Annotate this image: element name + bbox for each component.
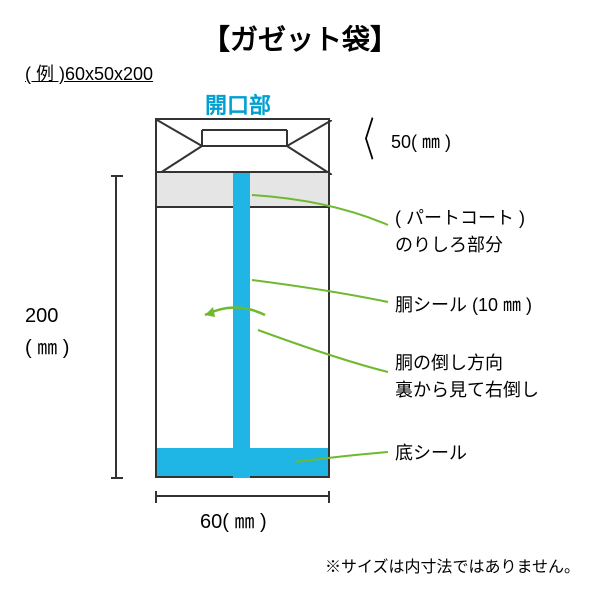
dim-height-line bbox=[115, 175, 117, 479]
callout-bottom-seal: 底シール bbox=[395, 440, 467, 467]
callout-line: ( パートコート ) bbox=[395, 205, 525, 232]
dim-height-unit: ( ㎜ ) bbox=[25, 332, 69, 364]
dim-width-line bbox=[155, 495, 330, 497]
dim-height-label: 200 ( ㎜ ) bbox=[25, 300, 69, 364]
fold-arrow-icon bbox=[195, 295, 275, 335]
callout-paste-area: ( パートコート ) のりしろ部分 bbox=[395, 205, 525, 259]
gusset-top bbox=[155, 118, 330, 173]
bracket-icon: 〈 bbox=[352, 120, 375, 161]
callout-line: 胴の倒し方向 bbox=[395, 350, 539, 377]
dim-depth-label: 50( ㎜ ) bbox=[391, 128, 451, 154]
callout-line: のりしろ部分 bbox=[395, 232, 525, 259]
callout-line: 裏から見て右倒し bbox=[395, 377, 539, 404]
gusset-lines bbox=[157, 120, 332, 175]
dim-height-value: 200 bbox=[25, 300, 69, 332]
dim-depth: 〈 50( ㎜ ) bbox=[340, 120, 451, 161]
example-size: ( 例 )60x50x200 bbox=[25, 60, 153, 86]
dim-width-label: 60( ㎜ ) bbox=[200, 505, 267, 534]
callout-fold-direction: 胴の倒し方向 裏から見て右倒し bbox=[395, 350, 539, 404]
disclaimer: ※サイズは内寸法ではありません。 bbox=[325, 553, 580, 577]
opening-label: 開口部 bbox=[205, 88, 271, 120]
title: 【ガゼット袋】 bbox=[0, 0, 600, 58]
callout-body-seal: 胴シール (10 ㎜ ) bbox=[395, 292, 532, 319]
